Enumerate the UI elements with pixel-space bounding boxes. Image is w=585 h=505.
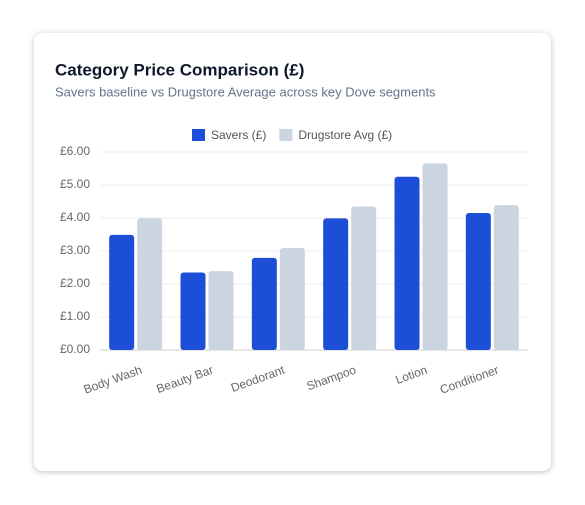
bar	[465, 213, 491, 350]
x-tick-label: Lotion	[394, 363, 430, 387]
bar	[208, 271, 234, 350]
x-tick-label: Beauty Bar	[155, 363, 216, 396]
chart-title: Category Price Comparison (£)	[55, 60, 304, 79]
bar	[351, 206, 377, 350]
x-tick-label: Deodorant	[229, 362, 287, 395]
y-tick-label: £5.00	[60, 177, 90, 191]
bar	[137, 218, 163, 350]
bar	[109, 234, 135, 350]
bar	[279, 248, 305, 350]
legend-label: Savers (£)	[211, 128, 266, 142]
y-tick-label: £2.00	[60, 276, 90, 290]
x-tick-label: Shampoo	[305, 363, 358, 394]
y-tick-label: £1.00	[60, 309, 90, 323]
legend-swatch	[192, 129, 205, 141]
chart-subtitle: Savers baseline vs Drugstore Average acr…	[55, 84, 436, 99]
y-tick-label: £3.00	[60, 243, 90, 257]
bar	[493, 205, 519, 350]
y-tick-label: £6.00	[60, 144, 90, 158]
y-tick-label: £4.00	[60, 210, 90, 224]
legend-label: Drugstore Avg (£)	[298, 128, 392, 142]
y-tick-label: £0.00	[60, 342, 90, 356]
bar	[251, 257, 277, 350]
bar	[422, 163, 448, 350]
bar	[180, 272, 206, 350]
legend-swatch	[279, 129, 293, 141]
bar	[323, 218, 349, 350]
x-tick-label: Body Wash	[82, 363, 144, 397]
bar	[394, 176, 420, 350]
x-tick-label: Conditioner	[438, 363, 500, 397]
